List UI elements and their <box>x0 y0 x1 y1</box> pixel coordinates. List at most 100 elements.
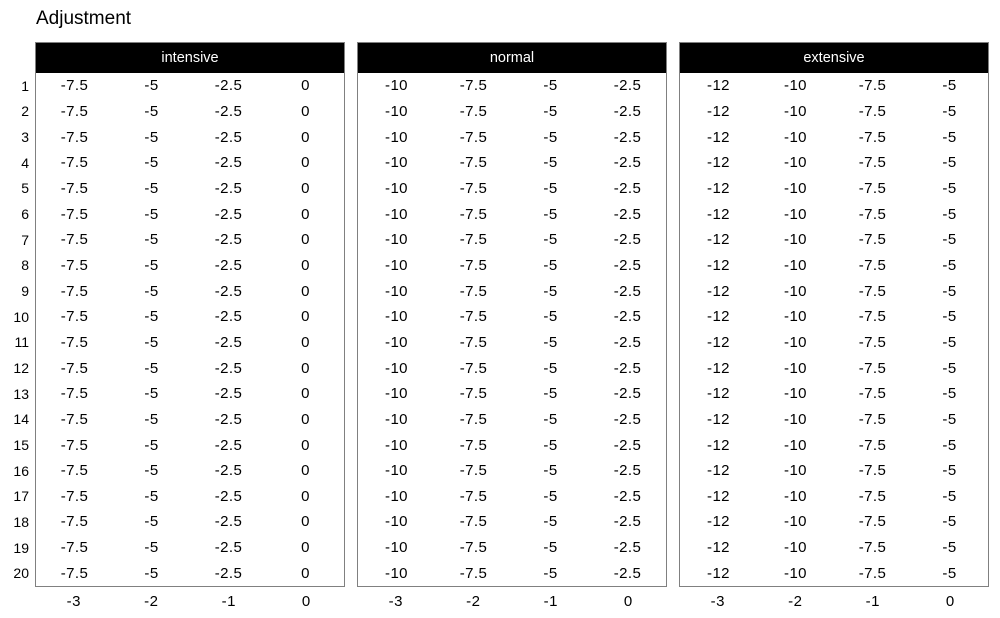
table-cell: -2.5 <box>214 128 243 146</box>
table-cell: -5 <box>543 77 558 95</box>
table-cell: -12 <box>707 102 730 120</box>
table-cell: -10 <box>385 102 408 120</box>
row-number: 4 <box>21 154 29 171</box>
table-cell: -5 <box>144 154 159 172</box>
table-cell: -7.5 <box>858 128 887 146</box>
table-cell: -7.5 <box>858 462 887 480</box>
table-cell: -2.5 <box>214 513 243 531</box>
table-cell: -5 <box>144 128 159 146</box>
table-cell: -2.5 <box>214 487 243 505</box>
table-cell: -10 <box>385 333 408 351</box>
table-row: -10 -7.5 -5 -2.5 <box>358 509 666 535</box>
table-cell: -5 <box>942 385 957 403</box>
table-row: -12 -10 -7.5 -5 <box>680 278 988 304</box>
table-cell: 0 <box>301 256 310 274</box>
row-number: 6 <box>21 206 29 223</box>
table-cell: 0 <box>301 128 310 146</box>
table-cell: -5 <box>144 539 159 557</box>
table-cell: -5 <box>144 436 159 454</box>
panel-frame: normal -10 -7.5 -5 -2.5 -10 -7.5 -5 -2.5 -10 -7.5… <box>357 42 667 587</box>
table-cell: -2.5 <box>214 231 243 249</box>
table-cell: -7.5 <box>60 385 89 403</box>
table-row: -7.5 -5 -2.5 0 <box>36 201 344 227</box>
panel-header-normal: normal <box>358 43 666 73</box>
row-number: 20 <box>13 565 29 582</box>
table-cell: -12 <box>707 282 730 300</box>
table-cell: -2.5 <box>613 359 642 377</box>
table-cell: -7.5 <box>60 154 89 172</box>
table-row: -10 -7.5 -5 -2.5 <box>358 304 666 330</box>
row-number: 12 <box>13 360 29 377</box>
table-cell: -10 <box>784 513 807 531</box>
table-cell: -5 <box>543 410 558 428</box>
table-row: -7.5 -5 -2.5 0 <box>36 304 344 330</box>
table-row: -7.5 -5 -2.5 0 <box>36 355 344 381</box>
x-axis-tick-label: -3 <box>388 593 403 610</box>
table-cell: -5 <box>942 436 957 454</box>
table-cell: -5 <box>543 154 558 172</box>
table-cell: -2.5 <box>613 385 642 403</box>
table-cell: -7.5 <box>858 359 887 377</box>
table-cell: -5 <box>543 102 558 120</box>
table-cell: -5 <box>144 205 159 223</box>
table-cell: -12 <box>707 154 730 172</box>
table-cell: -10 <box>784 154 807 172</box>
table-row: -7.5 -5 -2.5 0 <box>36 535 344 561</box>
table-cell: -7.5 <box>60 308 89 326</box>
table-cell: -5 <box>543 128 558 146</box>
table-row: -7.5 -5 -2.5 0 <box>36 509 344 535</box>
table-cell: 0 <box>301 436 310 454</box>
table-cell: -10 <box>385 282 408 300</box>
table-cell: -7.5 <box>858 282 887 300</box>
table-row: -12 -10 -7.5 -5 <box>680 560 988 586</box>
table-row: -7.5 -5 -2.5 0 <box>36 73 344 99</box>
table-cell: -10 <box>784 128 807 146</box>
x-axis-tick-label: -2 <box>788 593 803 610</box>
table-row: -10 -7.5 -5 -2.5 <box>358 124 666 150</box>
table-cell: -2.5 <box>613 179 642 197</box>
table-cell: -2.5 <box>613 256 642 274</box>
table-cell: -7.5 <box>459 539 488 557</box>
table-row: -12 -10 -7.5 -5 <box>680 150 988 176</box>
table-cell: -5 <box>144 77 159 95</box>
table-cell: -5 <box>144 462 159 480</box>
row-number: 11 <box>14 334 29 351</box>
panel-frame: intensive -7.5 -5 -2.5 0 -7.5 -5 -2.5 0 -7.5 -5 -2… <box>35 42 345 587</box>
table-cell: -10 <box>385 539 408 557</box>
table-row: -12 -10 -7.5 -5 <box>680 484 988 510</box>
table-cell: -5 <box>144 256 159 274</box>
table-cell: 0 <box>301 487 310 505</box>
table-row: -10 -7.5 -5 -2.5 <box>358 484 666 510</box>
table-row: -10 -7.5 -5 -2.5 <box>358 407 666 433</box>
table-row: -7.5 -5 -2.5 0 <box>36 407 344 433</box>
table-cell: -7.5 <box>60 462 89 480</box>
table-cell: -5 <box>543 462 558 480</box>
table-cell: -7.5 <box>858 308 887 326</box>
table-cell: -7.5 <box>858 564 887 582</box>
table-cell: -12 <box>707 333 730 351</box>
table-row: -7.5 -5 -2.5 0 <box>36 458 344 484</box>
table-cell: -10 <box>784 308 807 326</box>
table-cell: -10 <box>385 154 408 172</box>
table-cell: 0 <box>301 77 310 95</box>
table-cell: -7.5 <box>60 256 89 274</box>
table-cell: -10 <box>784 231 807 249</box>
table-row: -10 -7.5 -5 -2.5 <box>358 458 666 484</box>
table-cell: -10 <box>784 436 807 454</box>
table-content: 1 2 3 4 5 6 7 8 9 10 11 12 13 14 15 16 17 18 19 20 intensiv… <box>0 42 989 615</box>
table-cell: -5 <box>144 385 159 403</box>
table-cell: -2.5 <box>214 102 243 120</box>
table-cell: -2.5 <box>613 308 642 326</box>
table-cell: -5 <box>942 282 957 300</box>
table-cell: -5 <box>144 487 159 505</box>
table-cell: -12 <box>707 205 730 223</box>
table-row: -7.5 -5 -2.5 0 <box>36 560 344 586</box>
table-cell: -7.5 <box>459 77 488 95</box>
table-cell: -5 <box>942 539 957 557</box>
table-row: -7.5 -5 -2.5 0 <box>36 124 344 150</box>
table-cell: -5 <box>144 359 159 377</box>
table-cell: -2.5 <box>613 539 642 557</box>
table-row: -12 -10 -7.5 -5 <box>680 381 988 407</box>
row-number: 2 <box>21 103 29 120</box>
panel-frame: extensive -12 -10 -7.5 -5 -12 -10 -7.5 -5 -12 -10… <box>679 42 989 587</box>
